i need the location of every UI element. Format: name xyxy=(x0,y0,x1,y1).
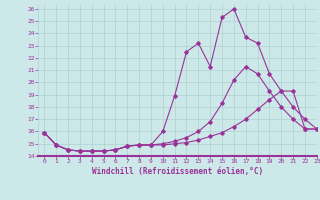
X-axis label: Windchill (Refroidissement éolien,°C): Windchill (Refroidissement éolien,°C) xyxy=(92,167,263,176)
